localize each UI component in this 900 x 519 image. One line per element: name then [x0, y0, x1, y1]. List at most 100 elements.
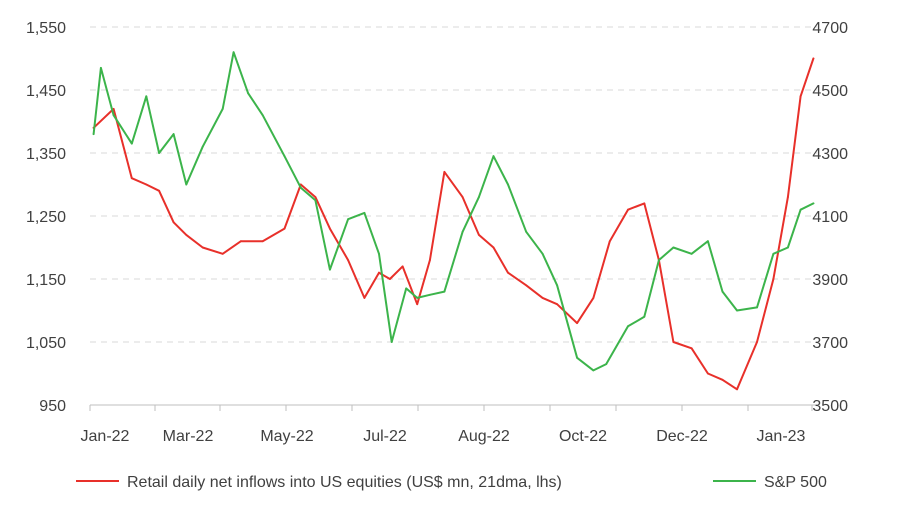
sp500-point — [314, 199, 317, 202]
sp500-point — [507, 183, 509, 186]
retail-inflows-point — [158, 189, 161, 192]
retail-inflows-point — [221, 252, 224, 255]
left-axis-tick-labels: 950 1,050 1,150 1,250 1,350 1,450 1,550 — [26, 20, 66, 415]
retail-inflows-point — [389, 278, 391, 280]
sp500-point — [329, 268, 331, 271]
x-axis-tick-label: Oct-22 — [559, 428, 607, 445]
sp500-point — [643, 315, 646, 318]
right-axis-tick-label: 3500 — [812, 398, 848, 415]
sp500-point — [605, 363, 608, 365]
sp500-point — [812, 202, 815, 205]
sp500-point — [145, 95, 148, 98]
gridlines — [90, 26, 817, 343]
sp500-point — [92, 133, 95, 136]
retail-inflows-point — [347, 259, 349, 261]
sp500-point — [541, 252, 544, 255]
sp500-point — [172, 133, 175, 136]
left-axis-tick-label: 1,050 — [26, 335, 66, 352]
sp500-point — [478, 196, 480, 199]
x-axis-tick-label: Jan-22 — [81, 428, 130, 445]
series-lines — [92, 51, 815, 391]
sp500-point — [283, 155, 286, 158]
x-axis-tick-labels: Jan-22 Mar-22 May-22 Jul-22 Aug-22 Oct-22 Dec-… — [81, 428, 806, 445]
retail-inflows-point — [608, 240, 611, 243]
retail-inflows-point — [478, 234, 480, 236]
right-axis-tick-label: 4300 — [812, 146, 848, 163]
x-axis-tick-label: May-22 — [260, 428, 313, 445]
retail-inflows-point — [812, 57, 815, 60]
sp500-point — [416, 297, 419, 299]
sp500-point — [130, 142, 133, 145]
sp500-point — [707, 240, 709, 243]
retail-inflows-point — [592, 297, 595, 299]
sp500-point — [576, 356, 578, 359]
sp500-point — [461, 230, 464, 233]
retail-inflows-point — [690, 347, 693, 350]
retail-inflows-point — [525, 284, 528, 287]
right-axis-tick-label: 4700 — [812, 20, 848, 37]
sp500-point — [112, 114, 115, 117]
left-axis-tick-label: 1,450 — [26, 83, 66, 100]
sp500-point — [721, 290, 724, 293]
legend-label-sp500: S&P 500 — [764, 474, 827, 491]
sp500-point — [772, 252, 775, 255]
sp500-point — [405, 287, 408, 290]
right-axis-tick-label: 4100 — [812, 209, 848, 226]
retail-inflows-point — [556, 303, 558, 306]
sp500-point — [363, 212, 366, 214]
sp500-point — [158, 152, 161, 154]
retail-inflows-point — [772, 278, 775, 280]
right-axis-tick-label: 3700 — [812, 335, 848, 352]
retail-inflows-point — [416, 303, 419, 306]
sp500-point — [378, 252, 380, 255]
sp500-point — [443, 290, 446, 293]
sp500-point — [100, 67, 102, 69]
retail-inflows-point — [329, 227, 331, 230]
left-axis-tick-label: 1,250 — [26, 209, 66, 226]
x-axis-tick-label: Jan-23 — [757, 428, 806, 445]
retail-inflows-point — [736, 388, 738, 391]
right-axis-tick-labels: 3500 3700 3900 4100 4300 4500 4700 — [812, 20, 848, 415]
left-axis-tick-label: 1,350 — [26, 146, 66, 163]
retail-inflows-point — [492, 246, 495, 249]
sp500-point — [799, 208, 802, 211]
sp500-point — [247, 92, 250, 95]
retail-inflows-point — [707, 372, 709, 375]
retail-inflows-point — [112, 108, 115, 110]
retail-inflows-point — [643, 202, 646, 205]
retail-inflows-point — [541, 297, 544, 299]
retail-inflows-line — [92, 57, 815, 391]
retail-inflows-point — [721, 378, 724, 381]
sp500-point — [299, 186, 302, 189]
retail-inflows-point — [145, 183, 148, 186]
left-axis-tick-label: 1,550 — [26, 20, 66, 37]
retail-inflows-point — [130, 177, 133, 180]
retail-inflows-point — [401, 265, 404, 268]
retail-inflows-point — [672, 341, 675, 343]
x-axis-tick-label: Aug-22 — [458, 428, 510, 445]
sp500-point — [232, 51, 235, 54]
retail-inflows-point — [283, 227, 286, 230]
retail-inflows-point — [507, 271, 509, 274]
sp500-point — [627, 325, 629, 328]
sp500-point — [690, 252, 693, 255]
sp500-point — [347, 218, 349, 221]
retail-inflows-point — [627, 208, 629, 211]
retail-inflows-point — [378, 271, 380, 274]
retail-inflows-point — [799, 95, 802, 98]
sp500-point — [658, 259, 660, 261]
sp500-point — [672, 246, 675, 249]
right-axis-tick-label: 3900 — [812, 272, 848, 289]
retail-inflows-point — [185, 234, 188, 236]
sp500-point — [429, 293, 431, 296]
retail-inflows-point — [461, 196, 464, 199]
retail-inflows-point — [172, 221, 175, 224]
x-axis-tick-label: Jul-22 — [363, 428, 407, 445]
retail-inflows-point — [314, 196, 317, 199]
retail-inflows-point — [787, 196, 789, 199]
sp500-point — [736, 309, 738, 312]
retail-inflows-point — [443, 171, 446, 173]
sp500-point — [592, 369, 595, 372]
